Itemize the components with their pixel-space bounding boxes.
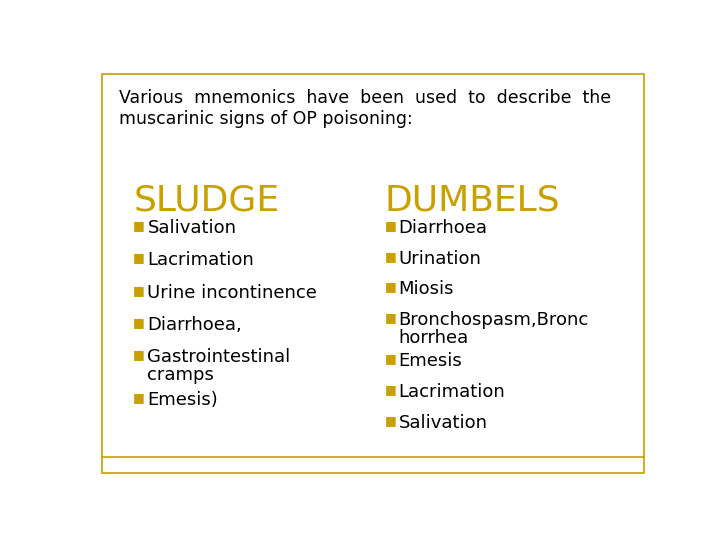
Text: SLUDGE: SLUDGE <box>133 183 280 217</box>
Text: ■: ■ <box>384 383 396 396</box>
Text: ■: ■ <box>384 250 396 263</box>
Text: ■: ■ <box>133 391 145 405</box>
Text: Urine incontinence: Urine incontinence <box>148 284 317 302</box>
Text: Lacrimation: Lacrimation <box>148 251 254 269</box>
Text: Gastrointestinal: Gastrointestinal <box>148 348 290 366</box>
Text: ■: ■ <box>384 414 396 427</box>
Text: DUMBELS: DUMBELS <box>384 183 560 217</box>
Text: Emesis: Emesis <box>398 352 462 370</box>
Text: ■: ■ <box>133 284 145 296</box>
Text: ■: ■ <box>133 348 145 361</box>
Text: ■: ■ <box>384 352 396 365</box>
Text: ■: ■ <box>133 219 145 232</box>
Text: Urination: Urination <box>398 250 481 268</box>
Text: ■: ■ <box>384 311 396 324</box>
Text: Salivation: Salivation <box>398 414 488 432</box>
Text: cramps: cramps <box>148 366 214 384</box>
Text: Miosis: Miosis <box>398 280 454 298</box>
Text: Salivation: Salivation <box>148 219 237 237</box>
Text: Diarrhoea: Diarrhoea <box>398 219 488 237</box>
Text: Various  mnemonics  have  been  used  to  describe  the: Various mnemonics have been used to desc… <box>119 88 612 106</box>
Text: Lacrimation: Lacrimation <box>398 383 505 401</box>
Text: ■: ■ <box>384 219 396 232</box>
Text: Diarrhoea,: Diarrhoea, <box>148 316 242 334</box>
Text: Bronchospasm,Bronc: Bronchospasm,Bronc <box>398 311 589 329</box>
Text: Emesis): Emesis) <box>148 391 218 410</box>
Text: ■: ■ <box>133 316 145 329</box>
Text: muscarinic signs of OP poisoning:: muscarinic signs of OP poisoning: <box>119 110 413 128</box>
Text: ■: ■ <box>133 251 145 264</box>
Text: ■: ■ <box>384 280 396 293</box>
Text: horrhea: horrhea <box>398 329 469 347</box>
